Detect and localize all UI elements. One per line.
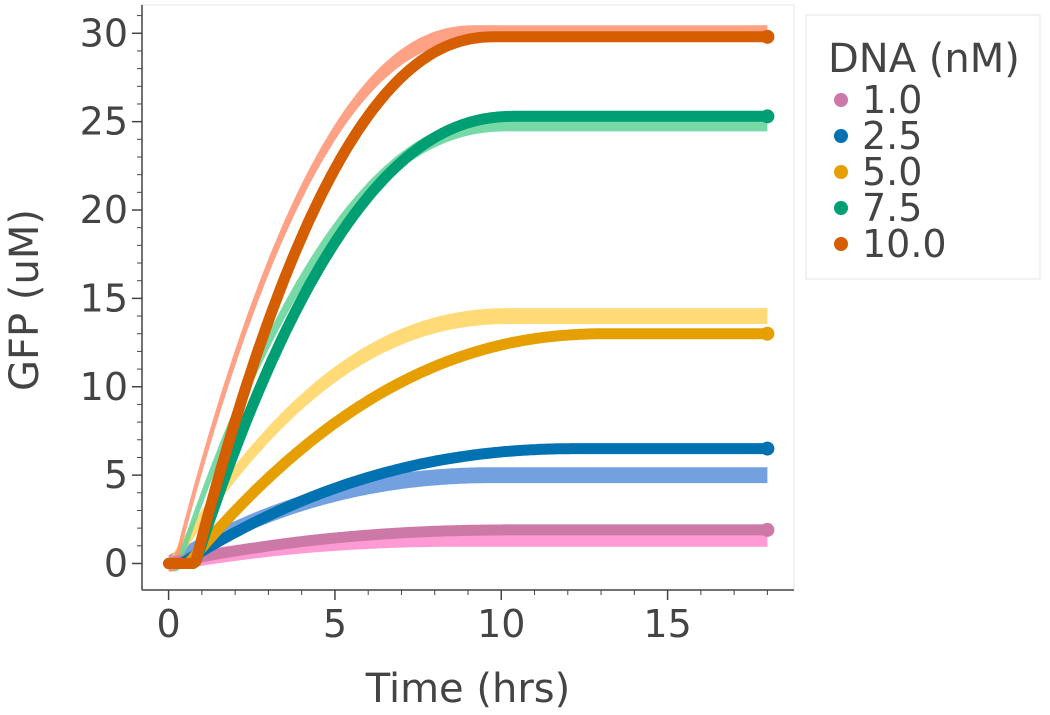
x-tick-label: 0	[157, 602, 181, 646]
legend-marker-10-0	[834, 237, 848, 251]
y-axis-ticks: 0 5 10 15 20 25 30	[80, 11, 142, 585]
y-tick-label: 20	[80, 188, 128, 232]
legend-marker-5-0	[834, 165, 848, 179]
y-tick-label: 15	[80, 276, 128, 320]
series-end-point-10-0	[760, 29, 775, 44]
y-tick-label: 5	[104, 453, 128, 497]
legend-marker-2-5	[834, 129, 848, 143]
series-end-point-5-0	[760, 326, 775, 341]
x-tick-label: 10	[477, 602, 525, 646]
y-tick-label: 10	[80, 365, 128, 409]
series-line-7-5	[163, 110, 773, 569]
legend-marker-1-0	[834, 93, 848, 107]
legend-label-2-5: 2.5	[862, 114, 922, 158]
legend-label-10-0: 10.0	[862, 222, 947, 266]
series-line-2-5	[163, 443, 773, 569]
model-band-10-0	[168, 25, 768, 572]
legend-items: 1.02.55.07.510.0	[834, 78, 947, 266]
y-tick-label: 30	[80, 11, 128, 55]
x-tick-label: 15	[643, 602, 691, 646]
x-tick-label: 5	[323, 602, 347, 646]
legend-label-1-0: 1.0	[862, 78, 922, 122]
legend-box	[805, 14, 1041, 280]
y-tick-label: 0	[104, 541, 128, 585]
legend-marker-7-5	[834, 201, 848, 215]
legend-label-7-5: 7.5	[862, 186, 922, 230]
legend-label-5-0: 5.0	[862, 150, 922, 194]
x-axis-title: Time (hrs)	[365, 666, 570, 712]
series-line-5-0	[163, 328, 773, 569]
x-axis-ticks: 0 5 10 15	[157, 590, 768, 646]
series-end-point-2-5	[760, 441, 775, 456]
legend-title: DNA (nM)	[828, 36, 1020, 82]
data-series	[163, 29, 775, 569]
y-axis-title: GFP (uM)	[2, 209, 48, 391]
legend: DNA (nM) 1.02.55.07.510.0	[805, 14, 1041, 280]
series-end-point-1-0	[760, 522, 775, 537]
series-end-point-7-5	[760, 109, 775, 124]
y-tick-label: 25	[80, 100, 128, 144]
series-line-1-0	[163, 524, 773, 569]
series-line-10-0	[163, 31, 773, 569]
